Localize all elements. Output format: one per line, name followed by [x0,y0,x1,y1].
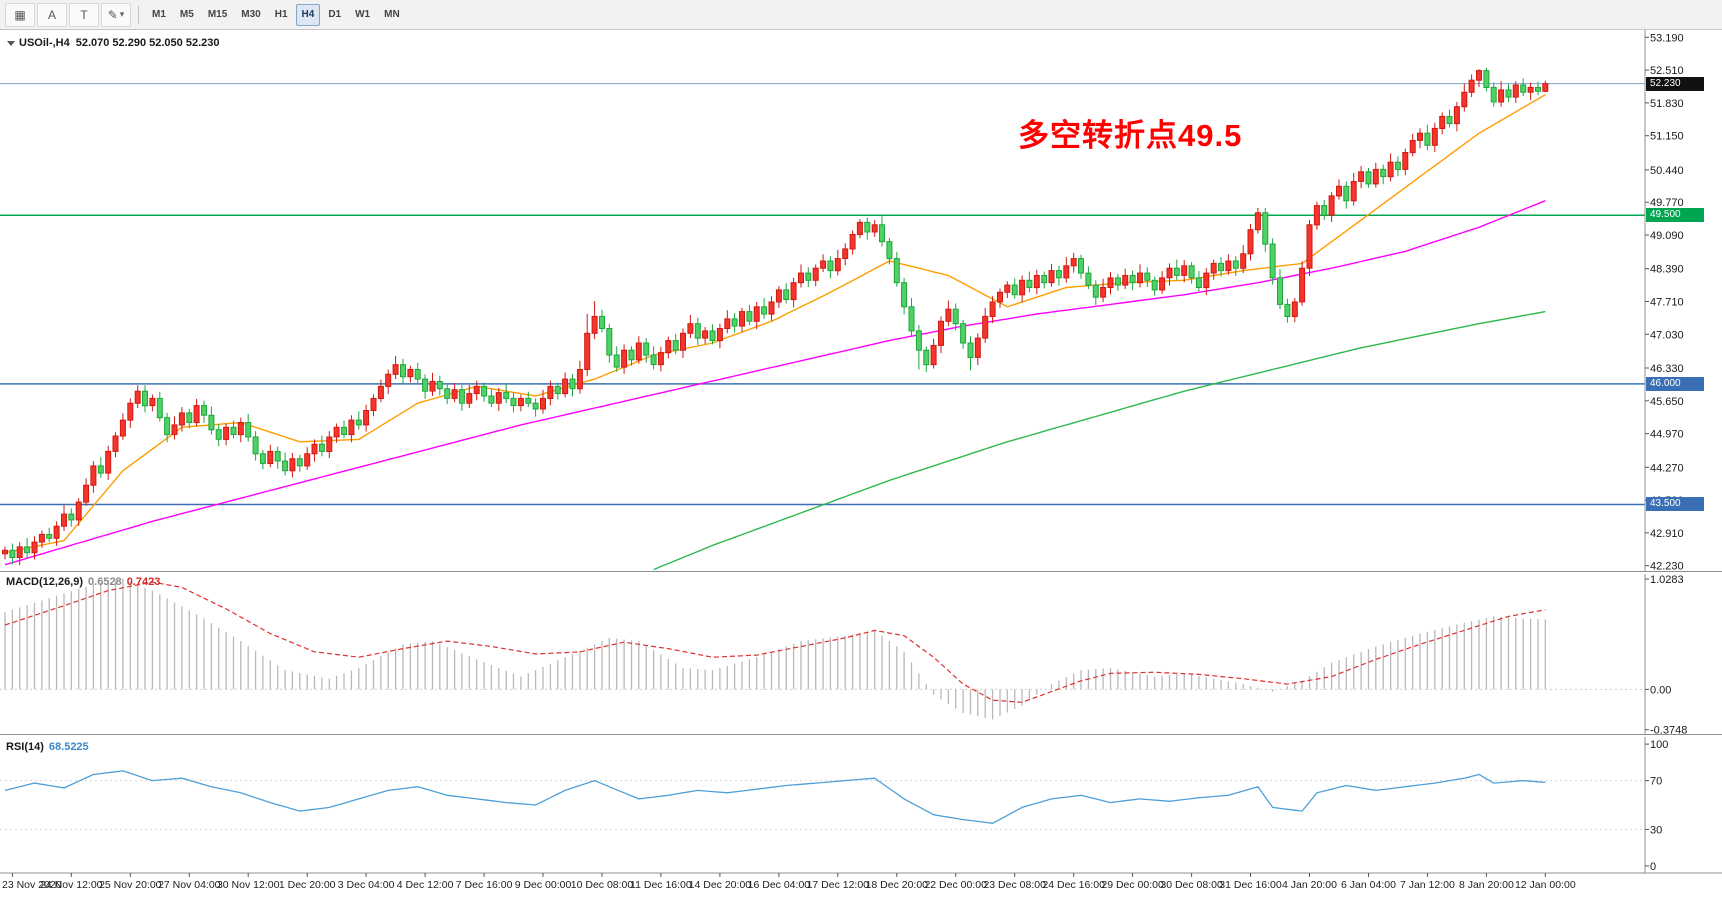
macd-axis-label: 0.00 [1650,684,1671,696]
rsi-value: 68.5225 [48,741,89,753]
price-axis-label: 47.710 [1650,297,1684,309]
timeframe-button-h4[interactable]: H4 [295,3,321,26]
time-axis-label: 6 Jan 04:00 [1341,879,1396,891]
time-axis-label: 27 Nov 04:00 [158,879,221,891]
macd-histogram [4,578,1546,720]
time-axis-label: 22 Dec 00:00 [924,879,987,891]
macd-name: MACD(12,26,9) [6,576,84,588]
time-axis-label: 30 Nov 12:00 [217,879,280,891]
price-axis-label: 50.440 [1650,165,1684,177]
cursor-mode-button[interactable]: A [37,2,67,27]
time-axis-label: 1 Dec 20:00 [279,879,336,891]
text-tool-button[interactable]: T [69,2,99,27]
price-axis-label: 52.510 [1650,65,1684,77]
time-axis-label: 16 Dec 04:00 [748,879,811,891]
timeframe-button-h1[interactable]: H1 [274,9,288,20]
rsi-line [4,770,1546,824]
timeframe-button-m1[interactable]: M1 [152,9,166,20]
ma-mid-magenta [4,200,1546,566]
time-axis-label: 8 Jan 20:00 [1459,879,1514,891]
rsi-axis-label: 0 [1650,861,1656,873]
price-axis-label: 47.030 [1650,329,1684,341]
symbol-ohlc-label: USOil-,H4 52.070 52.290 52.050 52.230 [7,37,219,49]
time-axis-label: 30 Dec 08:00 [1160,879,1223,891]
price-axis-label: 42.910 [1650,528,1684,540]
chart-grid-button[interactable]: ▦ [5,2,35,27]
rsi-axis-label: 70 [1650,776,1662,788]
time-axis-label: 4 Jan 20:00 [1282,879,1337,891]
price-axis-label: 49.770 [1650,197,1684,209]
dropdown-arrow-icon[interactable]: ▾ [119,9,125,19]
time-axis-label: 23 Nov 2020 [2,879,62,891]
macd-value: 0.6528 [88,576,122,588]
price-axis-label: 42.230 [1650,561,1684,573]
time-axis-label: 7 Jan 12:00 [1400,879,1455,891]
timeframe-button-d1[interactable]: D1 [328,9,342,20]
time-axis-label: 9 Dec 00:00 [515,879,572,891]
timeframe-button-m5[interactable]: M5 [179,9,194,20]
time-axis-label: 14 Dec 20:00 [689,879,752,891]
candlestick-series [2,67,1549,566]
timeframe-button-mn[interactable]: MN [384,9,400,20]
rsi-indicator-label: RSI(14) 68.5225 [6,741,89,753]
ma-fast-orange [4,94,1546,554]
macd-signal-line [4,581,1546,703]
rsi-name: RSI(14) [6,741,44,753]
rsi-axis-label: 30 [1650,824,1662,836]
time-axis-label: 24 Nov 12:00 [40,879,103,891]
symbol-title: USOil-,H4 [19,37,70,49]
time-axis-label: 18 Dec 20:00 [866,879,929,891]
time-axis-label: 23 Dec 08:00 [983,879,1046,891]
time-axis-label: 24 Dec 16:00 [1042,879,1105,891]
current-price-badge: 52.230 [1646,77,1704,91]
time-axis-label: 3 Dec 04:00 [338,879,395,891]
panel-splitter-rsi[interactable] [0,734,1722,737]
macd-indicator-label: MACD(12,26,9) 0.6528 0.7423 [6,576,160,588]
time-axis-label: 4 Dec 12:00 [397,879,454,891]
rsi-axis-label: 100 [1650,739,1668,751]
time-axis-label: 31 Dec 16:00 [1219,879,1282,891]
timeframe-button-m30[interactable]: M30 [241,9,261,20]
price-axis-label: 44.970 [1650,429,1684,441]
timeframe-button-w1[interactable]: W1 [355,9,371,20]
price-axis-label: 44.270 [1650,462,1684,474]
price-axis-label: 53.190 [1650,32,1684,44]
macd-axis-label: -0.3748 [1650,725,1687,737]
time-axis-label: 25 Nov 20:00 [99,879,162,891]
timeframe-button-m15[interactable]: M15 [207,9,228,20]
toolbar: ▦ A T ✎ ▾ M1 M5 M15 M30 H1 H4 D1 W1 MN [0,0,1722,30]
price-axis-label: 51.830 [1650,98,1684,110]
chevron-down-icon[interactable] [7,41,15,46]
draw-tool-button[interactable]: ✎ ▾ [101,2,131,27]
level-badge-49500: 49.500 [1646,208,1704,222]
current-bar-ohlc: 52.070 52.290 52.050 52.230 [75,37,220,49]
panel-splitter-macd[interactable] [0,571,1722,574]
macd-signal-value: 0.7423 [126,576,161,588]
price-axis-label: 46.330 [1650,363,1684,375]
time-axis-label: 17 Dec 12:00 [807,879,870,891]
ma-slow-green [653,310,1546,571]
level-badge-43500: 43.500 [1646,497,1704,511]
chart-annotation: 多空转折点49.5 [1018,118,1243,153]
toolbar-separator [138,5,139,24]
time-axis-label: 10 Dec 08:00 [571,879,634,891]
price-axis-label: 45.650 [1650,396,1684,408]
time-axis-label: 29 Dec 00:00 [1101,879,1164,891]
price-axis-label: 49.090 [1650,230,1684,242]
time-axis-label: 7 Dec 16:00 [456,879,513,891]
level-badge-46000: 46.000 [1646,377,1704,391]
price-axis-label: 51.150 [1650,131,1684,143]
time-axis-label: 11 Dec 16:00 [630,879,692,891]
price-axis-label: 48.390 [1650,264,1684,276]
macd-axis-label: 1.0283 [1650,574,1684,586]
time-axis-label: 12 Jan 00:00 [1515,879,1576,891]
